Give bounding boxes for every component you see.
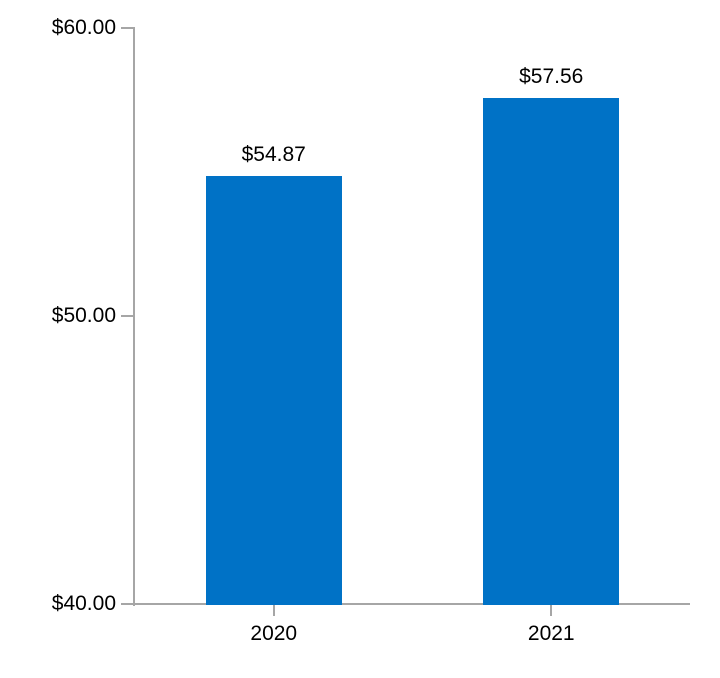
- y-tick-label: $60.00: [51, 16, 116, 39]
- y-tick-label: $50.00: [51, 304, 116, 327]
- data-label: $54.87: [241, 142, 306, 166]
- bar-2020: [205, 175, 342, 605]
- y-tick-label: $40.00: [51, 592, 116, 615]
- bar-2021: [483, 98, 620, 605]
- x-axis-line: [133, 603, 690, 605]
- y-axis-line: [133, 27, 135, 606]
- y-tick: [121, 315, 133, 317]
- data-label: $57.56: [519, 65, 584, 89]
- x-tick: [550, 605, 553, 616]
- x-tick-label: 2021: [527, 622, 575, 645]
- x-tick: [272, 605, 275, 616]
- x-tick-label: 2020: [250, 622, 298, 645]
- y-tick: [121, 603, 133, 605]
- y-tick: [121, 27, 133, 29]
